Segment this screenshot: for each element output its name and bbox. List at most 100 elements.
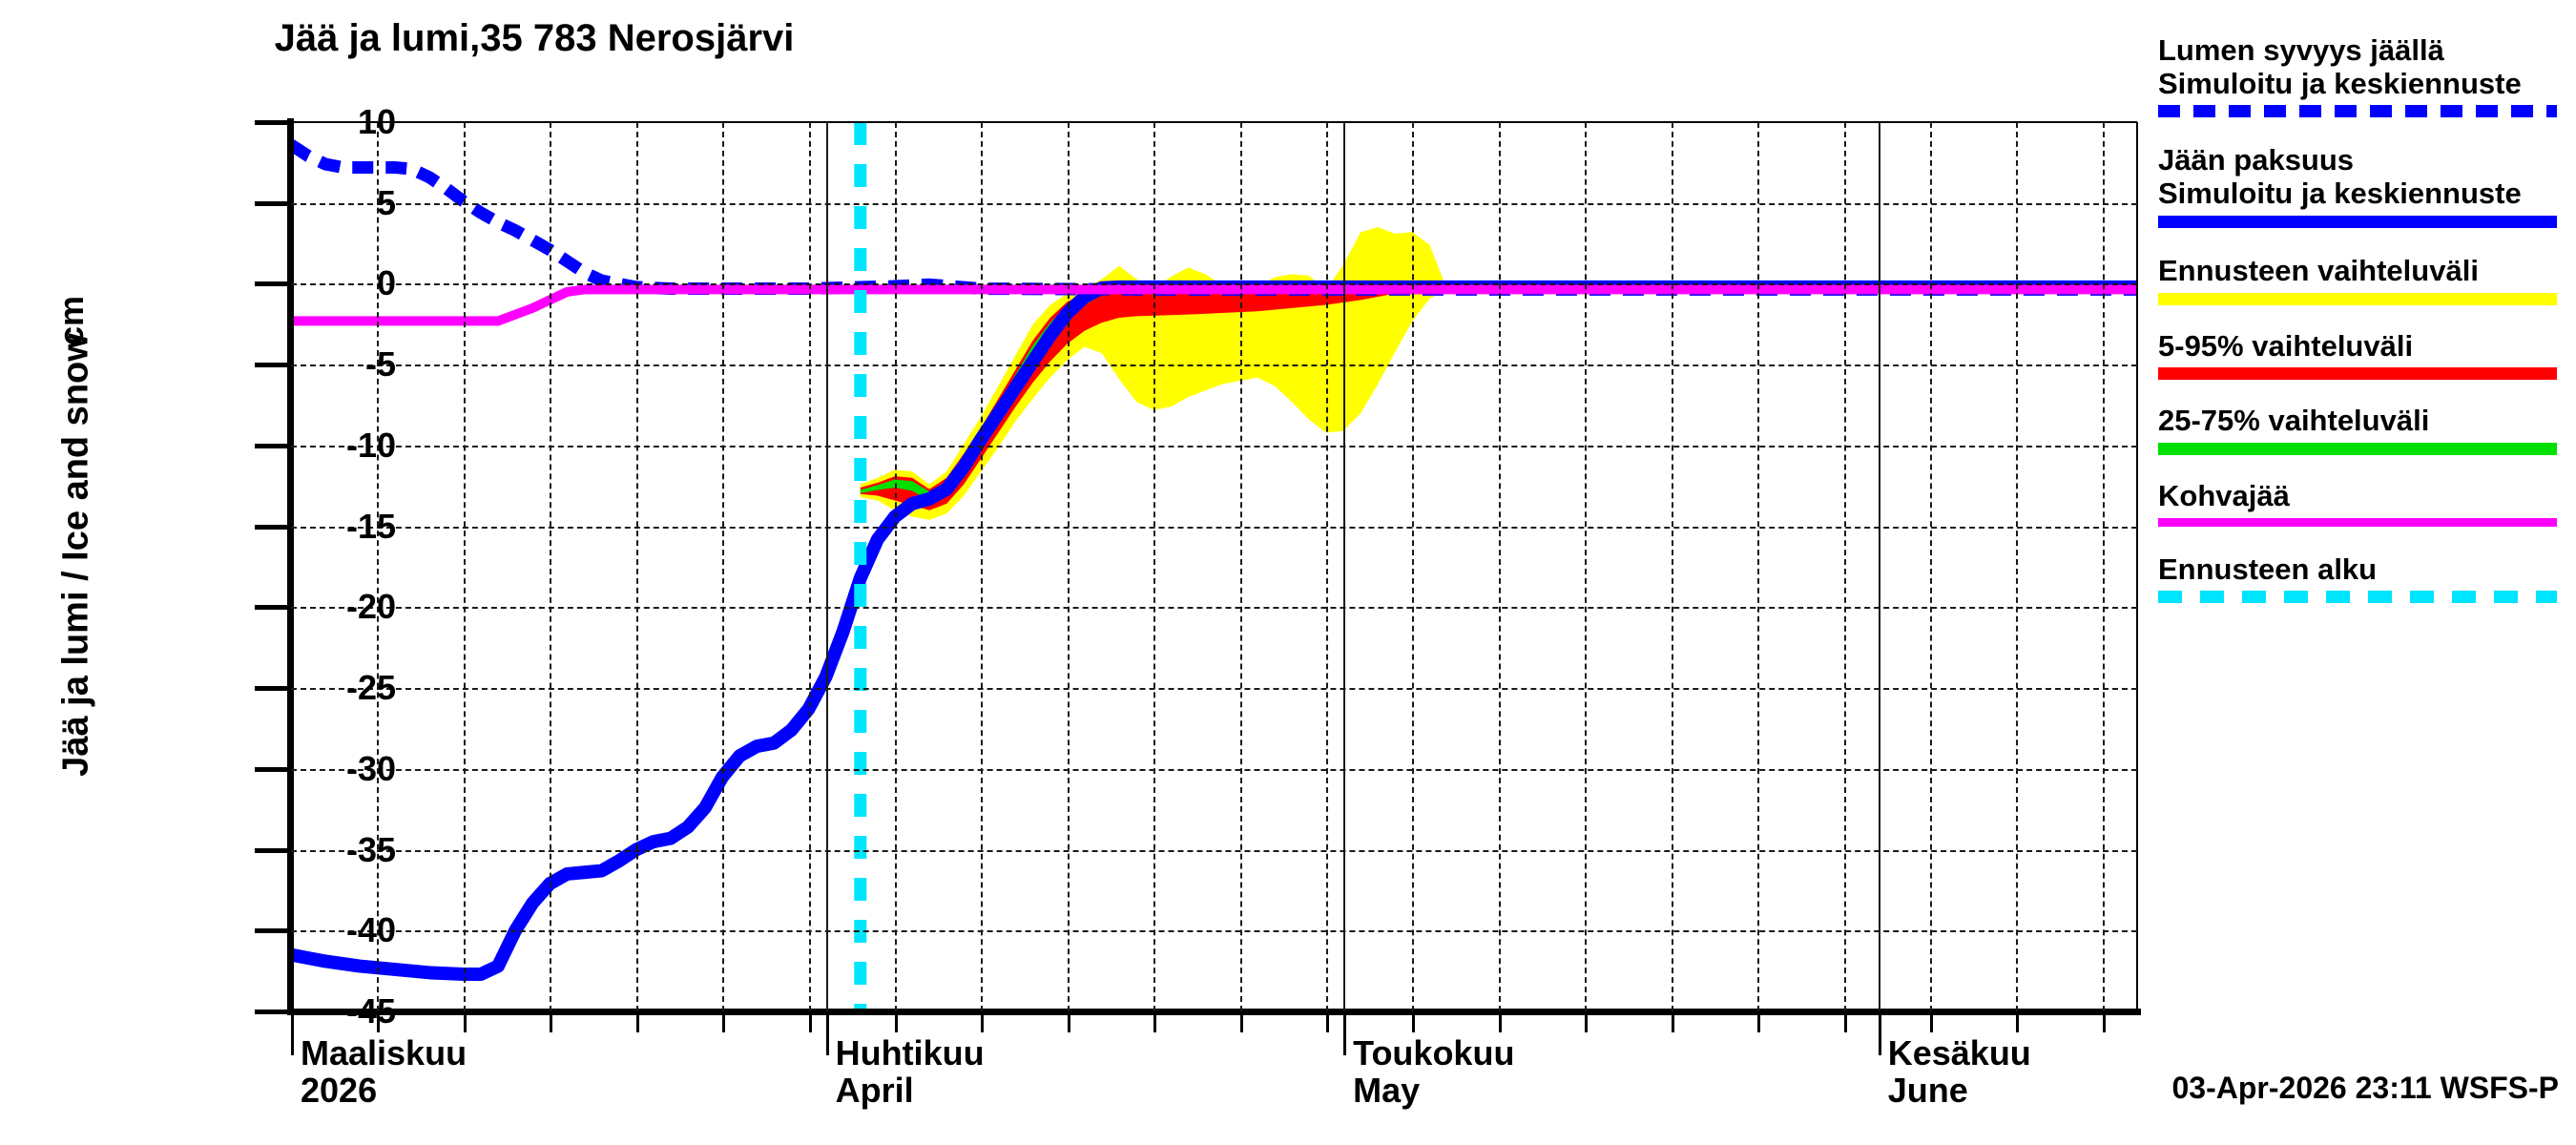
legend-item[interactable]: 5-95% vaihteluväli [2158,328,2568,381]
legend-swatch-solid-magenta-line [2158,517,2557,527]
x-axis-month-label-en: 2026 [301,1070,378,1110]
gridline-vertical [377,122,380,1011]
gridline-vertical [550,122,552,1011]
x-axis-tick [1929,1011,1933,1032]
gridline-horizontal [291,445,2137,448]
x-axis-month-label-en: May [1353,1070,1421,1110]
gridline-vertical [1343,122,1346,1011]
y-axis-tick-label: -35 [345,829,396,869]
y-axis-tick-label: -40 [345,910,396,950]
legend-swatch-dashed-cyan-line [2158,591,2557,604]
legend-item[interactable]: Kohvajää [2158,479,2568,527]
legend-swatch-solid-green-band [2158,443,2557,456]
x-axis-month-label: Huhtikuu April [835,1033,985,1110]
legend-item-label: 5-95% vaihteluväli [2158,328,2414,363]
x-axis-tick [894,1011,898,1032]
x-axis-tick [1671,1011,1674,1032]
gridline-vertical [1585,122,1588,1011]
y-axis-tick [255,281,291,287]
legend-item[interactable]: Jään paksuus Simuloitu ja keskiennuste [2158,143,2568,228]
legend-item[interactable]: Lumen syvyys jäällä Simuloitu ja keskienn… [2158,33,2568,118]
legend-swatch-solid-red-band [2158,367,2557,381]
x-axis-month-label: Toukokuu May [1353,1033,1515,1110]
y-axis-tick [255,766,291,772]
gridline-vertical [1067,122,1070,1011]
x-axis-tick [377,1011,381,1032]
x-axis-tick [2102,1011,2106,1032]
y-axis-tick-label: -15 [345,506,396,546]
gridline-vertical [2016,122,2019,1011]
y-axis-tick [255,605,291,611]
x-axis-month-label-en: April [835,1070,914,1110]
legend-item-label: Ennusteen vaihteluväli [2158,253,2479,287]
x-axis-tick [1067,1011,1070,1032]
legend-item-sublabel: Simuloitu ja keskiennuste [2158,66,2522,100]
x-axis-tick [2016,1011,2020,1032]
x-axis-tick [463,1011,467,1032]
legend-item-label: 25-75% vaihteluväli [2158,404,2430,438]
gridline-vertical [1412,122,1415,1011]
y-axis-tick [255,524,291,530]
y-axis-tick-label: 10 [357,102,396,141]
x-axis-month-label: Maaliskuu 2026 [301,1033,467,1110]
legend-swatch-solid-yellow-band [2158,292,2557,305]
chart-legend: Lumen syvyys jäällä Simuloitu ja keskienn… [2158,33,2568,604]
y-axis-tick-label: -45 [345,991,396,1030]
x-axis-tick [1843,1011,1847,1032]
x-axis-tick [1239,1011,1243,1032]
chart-plot-area [255,118,2141,1055]
chart-series-canvas [291,122,2137,1011]
x-axis-tick [825,1011,829,1055]
gridline-horizontal [291,364,2137,367]
y-axis-tick [255,928,291,934]
y-axis-tick-label: 5 [376,182,396,222]
gridline-vertical [1929,122,1932,1011]
x-axis-tick [1878,1011,1881,1055]
legend-swatch-solid-blue-line [2158,215,2557,228]
y-axis-tick-label: 0 [376,263,396,303]
gridline-vertical [1239,122,1242,1011]
x-axis-tick [1153,1011,1157,1032]
y-axis-tick-label: -10 [345,425,396,465]
gridline-vertical [722,122,725,1011]
legend-item[interactable]: Ennusteen alku [2158,552,2568,604]
legend-item-label: Jään paksuus [2158,143,2355,177]
y-axis-tick [255,120,291,125]
legend-item-label: Lumen syvyys jäällä [2158,33,2444,67]
gridline-horizontal [291,768,2137,771]
x-axis-tick [722,1011,726,1032]
legend-item-label: Ennusteen alku [2158,552,2378,586]
y-axis-tick [255,686,291,692]
x-axis-month-label-en: June [1887,1070,1968,1110]
gridline-vertical [1153,122,1156,1011]
x-axis-tick [291,1011,294,1055]
gridline-horizontal [291,688,2137,691]
legend-swatch-dashed-blue-line [2158,105,2557,118]
legend-item-label: Kohvajää [2158,479,2290,513]
y-axis-tick-label: -5 [364,344,396,385]
gridline-horizontal [291,202,2137,205]
gridline-vertical [808,122,811,1011]
x-axis-tick [1412,1011,1416,1032]
x-axis-tick [1585,1011,1589,1032]
y-axis-tick [255,1010,291,1014]
gridline-vertical [1878,122,1880,1011]
legend-item[interactable]: 25-75% vaihteluväli [2158,404,2568,456]
x-axis-tick [1343,1011,1347,1055]
y-axis-unit-label: cm [52,295,91,346]
gridline-vertical [2102,122,2105,1011]
gridline-horizontal [291,607,2137,610]
legend-item-sublabel: Simuloitu ja keskiennuste [2158,177,2522,211]
y-axis-tick [255,363,291,368]
gridline-vertical [825,122,828,1011]
x-axis-month-label-fi: Huhtikuu [835,1033,985,1072]
axis-line-left [287,118,294,1015]
x-axis-month-label-fi: Maaliskuu [301,1033,467,1072]
x-axis-tick [550,1011,553,1032]
y-axis-tick [255,200,291,206]
legend-item[interactable]: Ennusteen vaihteluväli [2158,253,2568,305]
x-axis-month-label-fi: Toukokuu [1353,1033,1515,1072]
gridline-vertical [1843,122,1846,1011]
x-axis-tick [981,1011,985,1032]
x-axis-tick [1326,1011,1330,1032]
